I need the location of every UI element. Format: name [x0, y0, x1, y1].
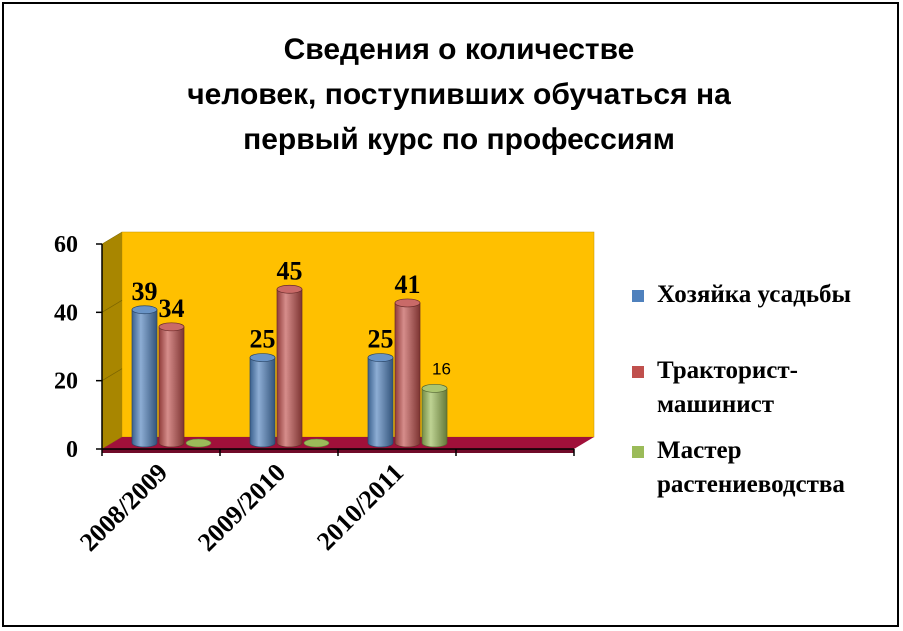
bar-1-1 [276, 288, 303, 448]
y-tick-label-0: 0 [66, 437, 78, 463]
data-label-1-1: 45 [277, 256, 303, 285]
bar-top-2-2 [421, 383, 448, 393]
floor [102, 437, 594, 449]
legend-swatch-2 [632, 446, 644, 458]
title-line-3: первый курс по профессиям [243, 123, 675, 156]
data-label-0-0: 39 [132, 277, 158, 306]
bar-top-1-2 [394, 298, 421, 308]
legend-label-1: Тракторист- [657, 357, 798, 384]
title-line-2: человек, поступивших обучаться на [187, 78, 731, 111]
chart: Сведения о количестве человек, поступивши… [54, 33, 851, 557]
bar-top-0-1 [249, 353, 276, 362]
bar-2-2 [421, 387, 448, 448]
side-wall [101, 231, 123, 450]
legend: Хозяйка усадьбы Тракторист-машинист Мастер… [632, 281, 851, 498]
chart-bars [131, 284, 448, 448]
title-line-1: Сведения о количестве [284, 33, 635, 66]
bar-0-1 [249, 357, 276, 448]
legend-label-2: Мастер [657, 437, 741, 464]
data-label-0-1: 25 [250, 325, 276, 354]
bar-1-2 [394, 302, 421, 448]
bar-2-1 [303, 438, 330, 448]
legend-swatch-1 [632, 366, 644, 378]
legend-label-2: растениеводства [657, 471, 845, 498]
chart-title: Сведения о количестве человек, поступивши… [187, 33, 731, 156]
data-label-1-2: 41 [395, 270, 421, 299]
bar-1-0 [158, 326, 185, 448]
bar-top-0-0 [131, 305, 158, 315]
y-tick-label-40: 40 [54, 300, 78, 326]
data-label-2-2: 16 [432, 359, 451, 378]
category-label-2009/2010: 2009/2010 [192, 458, 291, 557]
bar-2-0 [185, 438, 212, 448]
y-tick-label-20: 20 [54, 369, 78, 395]
data-label-0-2: 25 [368, 325, 394, 354]
back-wall [121, 231, 595, 438]
legend-label-1: машинист [657, 391, 774, 418]
y-tick-label-60: 60 [54, 232, 78, 258]
data-label-1-0: 34 [159, 294, 185, 323]
category-label-2008/2009: 2008/2009 [74, 458, 173, 557]
bar-0-0 [131, 309, 158, 448]
legend-swatch-0 [632, 290, 644, 302]
bar-top-1-1 [276, 284, 303, 294]
legend-label-0: Хозяйка усадьбы [657, 281, 851, 308]
category-label-2010/2011: 2010/2011 [311, 458, 409, 556]
bar-0-2 [367, 357, 394, 448]
bar-top-0-2 [367, 353, 394, 362]
bar-top-1-0 [158, 322, 185, 332]
